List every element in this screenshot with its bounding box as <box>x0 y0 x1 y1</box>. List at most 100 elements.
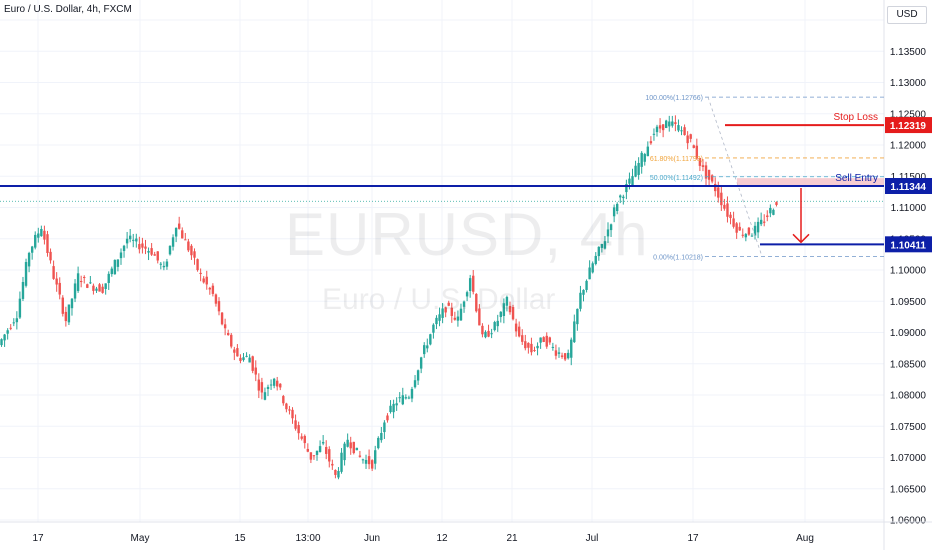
candle-body <box>717 187 720 198</box>
candle-body <box>217 301 221 312</box>
y-tick-label: 1.13000 <box>890 78 927 89</box>
candle-body <box>419 357 423 369</box>
candle-body <box>658 125 662 129</box>
candle-body <box>318 446 322 452</box>
candle-body <box>521 335 524 342</box>
candle-body <box>156 251 159 261</box>
candle-body <box>710 175 714 182</box>
candle-body <box>502 303 506 316</box>
candle-body <box>211 285 215 294</box>
candle-body <box>193 251 196 258</box>
candle-body <box>557 352 561 354</box>
candle-body <box>404 397 408 399</box>
y-tick-label: 1.08500 <box>890 359 927 370</box>
currency-button[interactable]: USD <box>887 6 927 24</box>
candle-body <box>187 241 190 251</box>
candle-body <box>692 145 695 148</box>
candle-body <box>46 234 49 254</box>
candle-body <box>628 178 631 184</box>
candle-body <box>496 320 499 327</box>
candle-body <box>291 409 294 419</box>
stop-loss-text: Stop Loss <box>834 112 878 123</box>
candle-body <box>141 243 144 248</box>
candle-body <box>177 223 181 229</box>
candle-body <box>723 204 726 209</box>
candle-body <box>668 121 671 127</box>
candle-body <box>325 446 328 454</box>
candle-body <box>199 272 202 275</box>
candle-body <box>245 355 248 357</box>
price-tag-label: 1.10411 <box>890 240 926 251</box>
candle-body <box>570 339 573 358</box>
candle-body <box>282 396 285 404</box>
candle-body <box>83 276 86 278</box>
candle-body <box>40 229 43 237</box>
candle-body <box>677 125 680 131</box>
candle-body <box>34 234 37 248</box>
x-tick-label: 12 <box>436 533 448 544</box>
y-tick-label: 1.08000 <box>890 391 927 402</box>
y-tick-label: 1.06500 <box>890 484 927 495</box>
candle-body <box>37 233 40 238</box>
candle-body <box>0 339 3 346</box>
candle-body <box>735 223 738 233</box>
candle-body <box>545 335 548 347</box>
y-tick-label: 1.07000 <box>890 453 927 464</box>
candle-body <box>190 245 193 256</box>
candle-body <box>551 346 555 348</box>
candle-body <box>609 224 613 231</box>
candle-body <box>769 207 772 214</box>
candle-body <box>251 356 254 371</box>
candle-body <box>309 452 313 460</box>
candle-body <box>612 207 616 217</box>
candle-body <box>579 292 582 309</box>
candle-body <box>517 326 521 337</box>
candle-body <box>236 348 239 357</box>
candle-body <box>24 262 28 286</box>
candle-body <box>18 298 22 318</box>
candle-body <box>147 250 150 253</box>
candle-body <box>95 288 98 291</box>
candle-body <box>763 221 766 223</box>
candle-body <box>426 345 429 349</box>
candle-body <box>493 322 496 331</box>
candle-body <box>6 330 9 334</box>
candle-body <box>285 403 288 410</box>
candle-body <box>753 225 757 236</box>
y-tick-label: 1.07500 <box>890 422 927 433</box>
candle-body <box>772 209 775 215</box>
candle-body <box>260 382 264 393</box>
candle-body <box>438 314 441 321</box>
watermark-description: Euro / U.S. Dollar <box>322 283 556 316</box>
candle-body <box>196 259 199 271</box>
price-tag-bg <box>885 236 932 253</box>
candle-body <box>116 259 120 267</box>
candle-body <box>536 345 539 349</box>
x-tick-label: Aug <box>796 533 814 544</box>
x-tick-label: 17 <box>687 533 699 544</box>
candle-body <box>465 292 469 297</box>
candle-body <box>432 324 435 333</box>
candle-body <box>202 278 205 283</box>
target-arrow-head <box>792 233 810 244</box>
candle-body <box>401 395 404 405</box>
candle-body <box>689 134 692 139</box>
x-tick-label: 15 <box>234 533 246 544</box>
candle-body <box>484 331 487 338</box>
candle-body <box>52 266 55 279</box>
candle-body <box>21 281 25 299</box>
candle-body <box>266 386 270 390</box>
candle-body <box>576 308 579 325</box>
candle-body <box>447 302 450 306</box>
candle-body <box>150 248 153 255</box>
candle-body <box>450 307 453 316</box>
candle-body <box>573 321 576 343</box>
candle-body <box>113 259 117 275</box>
candle-body <box>646 146 650 157</box>
candle-body <box>475 293 478 312</box>
candle-body <box>456 316 460 321</box>
fib-level-label: 50.00%(1.11492) <box>650 175 703 182</box>
candle-body <box>3 334 6 341</box>
price-tag-label: 1.11344 <box>890 182 926 193</box>
